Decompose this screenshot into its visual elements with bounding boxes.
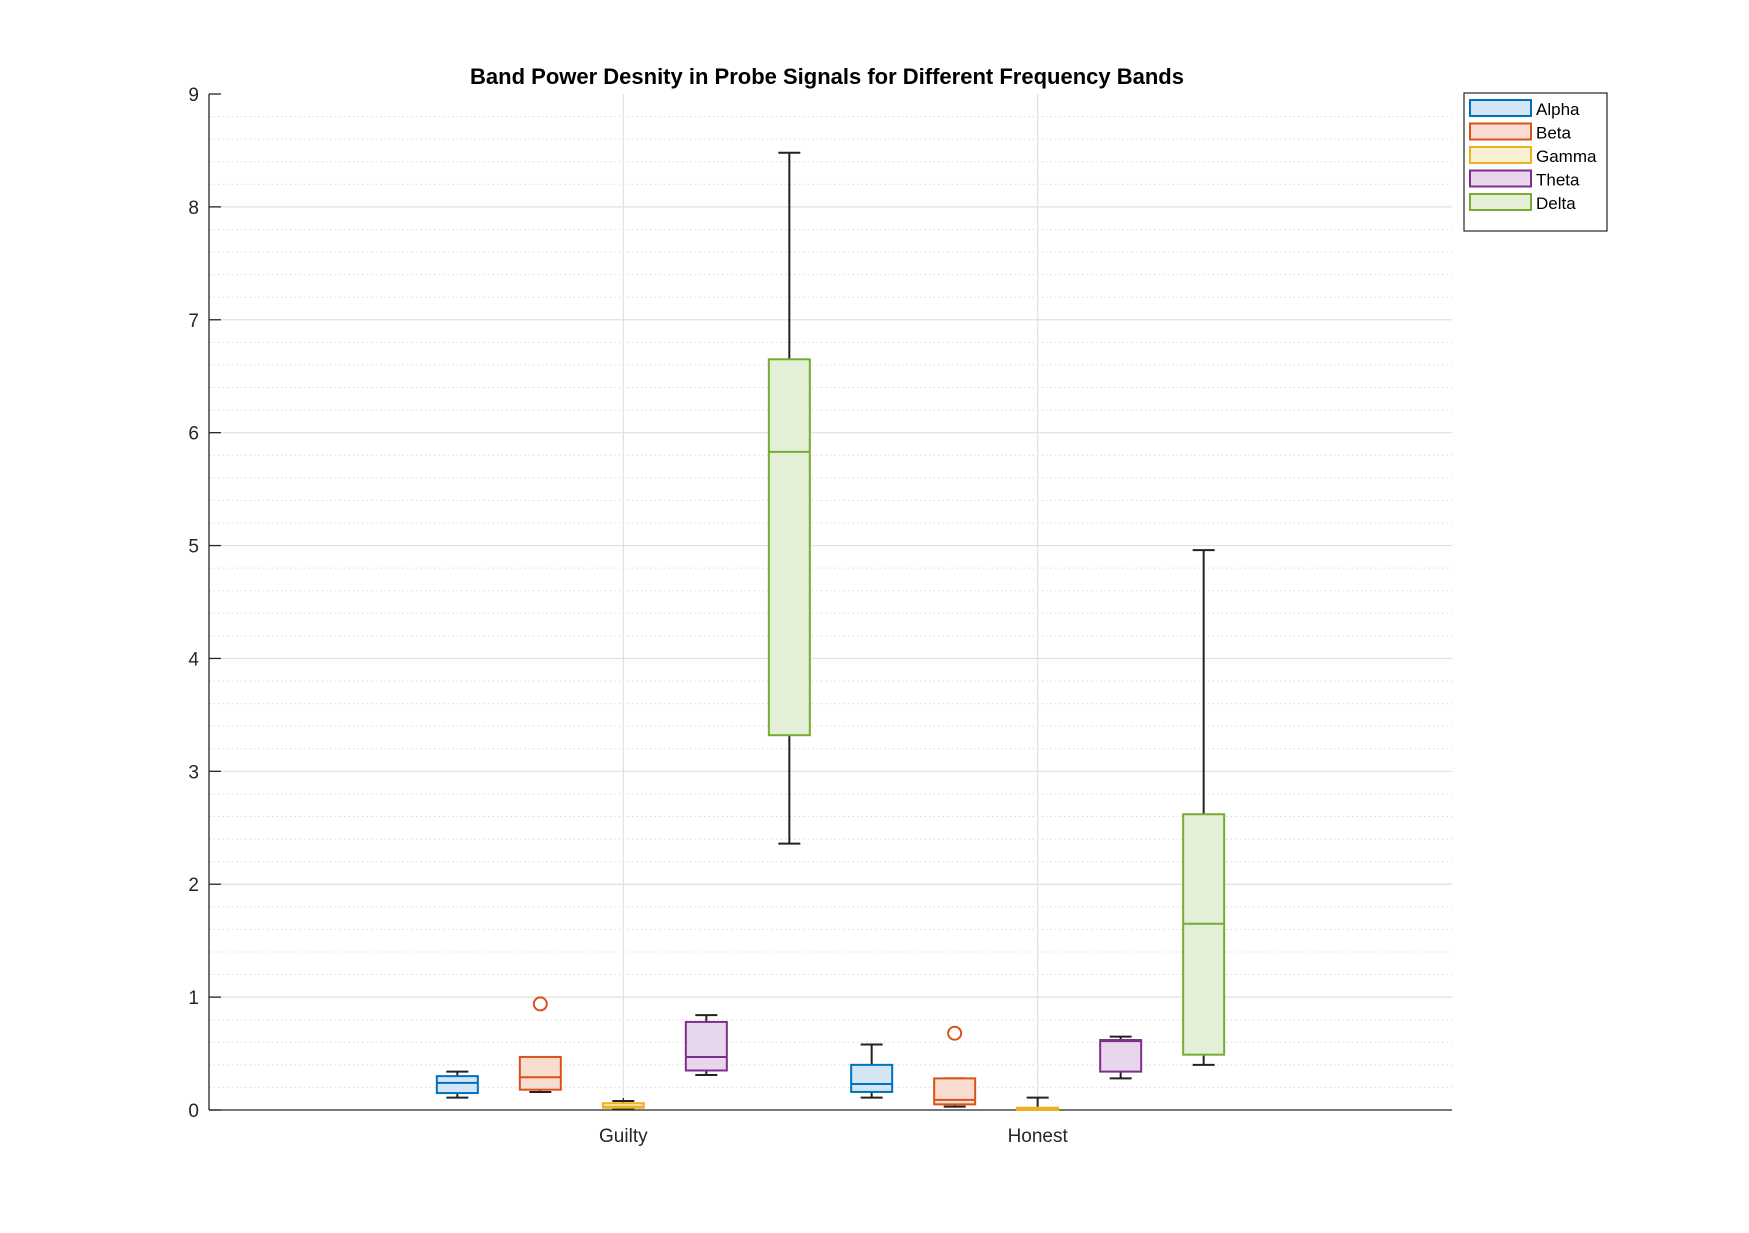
box-gamma-honest: [1016, 1096, 1060, 1111]
legend-label-gamma: Gamma: [1536, 147, 1597, 166]
series-theta: [684, 1014, 1143, 1080]
box-delta-guilty: [767, 151, 811, 845]
legend-swatch-theta: [1469, 169, 1532, 188]
box-alpha-guilty: [435, 1070, 479, 1099]
tick-labels: 0 1 2 3 4 5 6 7 8 9 Guilty Honest: [188, 85, 1068, 1147]
y-tick-label: 4: [188, 649, 199, 670]
legend-swatch-beta: [1469, 122, 1532, 141]
outlier-point: [947, 1025, 963, 1041]
outlier-point: [532, 996, 548, 1012]
series-gamma: [601, 1096, 1060, 1111]
chart-title: Band Power Desnity in Probe Signals for …: [470, 64, 1184, 89]
legend-label-theta: Theta: [1536, 171, 1580, 190]
box-gamma-guilty: [601, 1099, 645, 1110]
box-body: [518, 1055, 562, 1091]
y-tick-label: 7: [188, 311, 199, 332]
y-tick-label: 1: [188, 988, 199, 1009]
legend-label-beta: Beta: [1536, 124, 1572, 143]
y-tick-label: 0: [188, 1101, 199, 1122]
y-tick-label: 9: [188, 85, 199, 106]
legend: Alpha Beta Gamma Theta Delta: [1463, 92, 1608, 232]
series-delta: [767, 151, 1226, 1066]
box-theta-guilty: [684, 1014, 728, 1077]
series-alpha: [435, 1043, 894, 1099]
box-body: [850, 1063, 894, 1093]
legend-label-alpha: Alpha: [1536, 100, 1580, 119]
legend-swatch-alpha: [1469, 99, 1532, 117]
box-theta-honest: [1099, 1035, 1143, 1080]
y-tick-label: 5: [188, 537, 199, 558]
legend-swatch-delta: [1469, 193, 1532, 211]
box-groups: [435, 151, 1226, 1111]
legend-label-delta: Delta: [1536, 194, 1576, 213]
x-tick-label: Guilty: [599, 1126, 648, 1147]
box-body: [1099, 1039, 1143, 1073]
box-beta-guilty: [518, 996, 562, 1093]
box-body: [601, 1102, 645, 1109]
grid-lines: [209, 94, 1452, 1110]
box-body: [1182, 813, 1226, 1056]
y-tick-label: 8: [188, 198, 199, 219]
y-tick-label: 6: [188, 424, 199, 445]
box-alpha-honest: [850, 1043, 894, 1099]
y-tick-label: 2: [188, 875, 199, 896]
box-body: [435, 1075, 479, 1095]
box-body: [684, 1020, 728, 1072]
legend-swatch-gamma: [1469, 146, 1532, 164]
y-tick-label: 3: [188, 762, 199, 783]
box-body: [767, 358, 811, 737]
x-tick-label: Honest: [1008, 1126, 1069, 1147]
box-beta-honest: [933, 1025, 977, 1108]
series-beta: [518, 996, 977, 1108]
plot-area: [209, 94, 1452, 1110]
box-delta-honest: [1182, 549, 1226, 1066]
